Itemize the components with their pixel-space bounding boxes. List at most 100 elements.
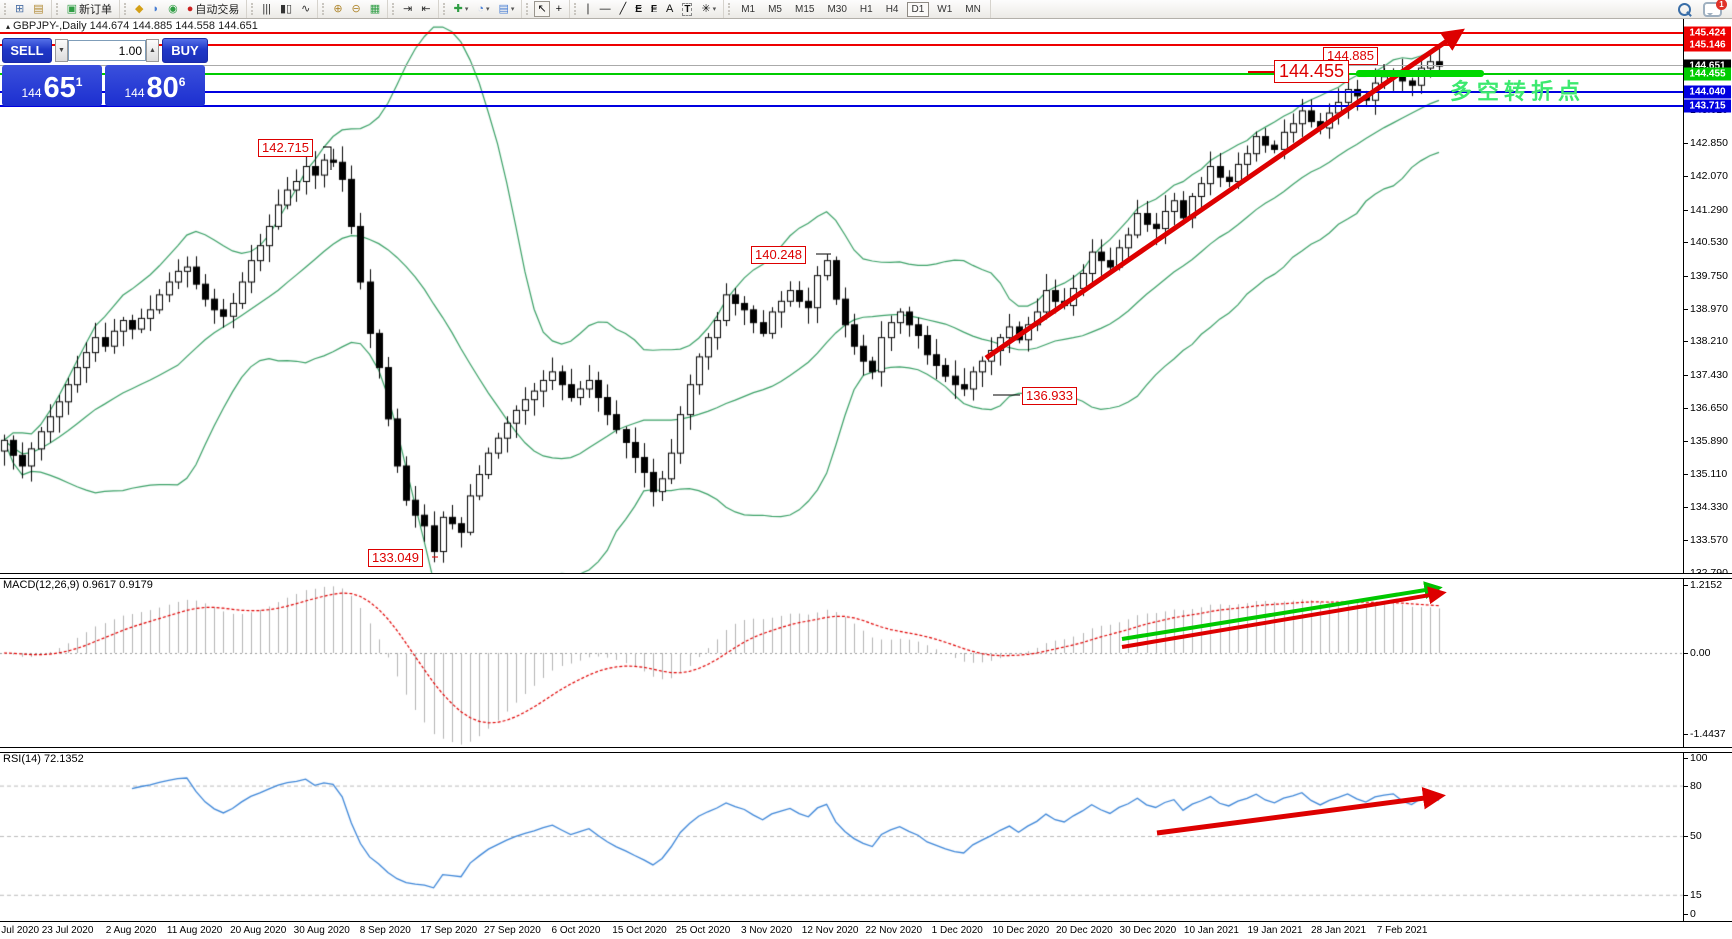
styler-icon[interactable]: ◆ [132,1,146,17]
trendline-icon[interactable]: ╱ [617,1,630,17]
timeframe-m15[interactable]: M15 [790,2,819,17]
buy-price-display[interactable]: 144 80 6 [105,65,205,106]
date-label: 20 Aug 2020 [230,925,287,936]
market-depth-icon[interactable]: ◗ [150,1,163,17]
callout-low-dec[interactable]: 136.933 [1022,387,1077,405]
callout-high-aug[interactable]: 142.715 [258,139,313,157]
current-price-line[interactable] [0,64,1683,66]
chart-profiles-icon[interactable]: ▤ [30,1,46,17]
timeframe-w1[interactable]: W1 [932,2,957,17]
volume-increase-button[interactable]: ▲ [146,39,159,62]
timeframe-m30[interactable]: M30 [822,2,851,17]
buy-button[interactable]: BUY [162,38,208,63]
text-icon[interactable]: A [663,1,676,17]
axis-tick [1684,341,1688,343]
timeframe-m5[interactable]: M5 [763,2,787,17]
timeframe-mn[interactable]: MN [960,2,986,17]
news-icon[interactable]: ◉ [165,1,181,17]
rsi-panel-separator[interactable] [0,747,1732,753]
equidistant-channel-icon[interactable]: E [632,1,645,17]
candles-chart-icon[interactable]: ▮▯ [277,1,295,17]
axis-tick-label: 140.530 [1690,236,1728,249]
line-chart-icon[interactable]: ∿ [298,1,313,17]
sell-button[interactable]: SELL [2,38,52,63]
sell-price-display[interactable]: 144 65 1 [2,65,102,106]
zoom-out-icon[interactable]: ⊖ [349,1,364,17]
date-label: 19 Jan 2021 [1247,925,1303,936]
chart-shift-icon[interactable]: ⇤ [418,1,433,17]
volume-stepper: ▼ ▲ [55,39,159,62]
search-icon[interactable] [1678,2,1691,16]
symbol-marker-icon: ▴ [6,22,11,31]
callout-low-sep[interactable]: 133.049 [368,549,423,567]
axis-tick [1684,653,1688,654]
date-label: 4 Jul 2020 [0,925,40,936]
price-badge-144.040: 144.040 [1684,85,1731,99]
blue-level-line-143.715[interactable] [0,104,1683,107]
axis-tick-label: 138.210 [1690,335,1728,348]
bars-chart-icon[interactable]: ||| [259,1,274,17]
chart-group: ⊞ ▤ [0,0,52,18]
volume-input[interactable] [68,40,146,61]
axis-tick [1684,242,1688,244]
callout-high-nov[interactable]: 140.248 [751,246,806,264]
vertical-line-icon[interactable]: ∣ [582,1,594,17]
date-label: 8 Sep 2020 [359,925,411,936]
new-chart-icon[interactable]: ⊞ [12,1,27,17]
timeframe-d1[interactable]: D1 [906,1,930,17]
fibonacci-icon[interactable]: F [648,1,660,17]
axis-tick [1684,209,1688,211]
price-badge-145.146: 145.146 [1684,38,1731,52]
date-label: 17 Sep 2020 [420,925,478,936]
cursor-icon[interactable]: ↖ [534,1,550,17]
macd-indicator-label: MACD(12,26,9) 0.9617 0.9179 [3,579,153,591]
crosshair-icon[interactable]: + [553,1,565,17]
date-label: 7 Feb 2021 [1376,925,1428,936]
zoom-in-icon[interactable]: ⊕ [330,1,345,17]
tile-windows-icon[interactable]: ▦ [367,1,383,17]
indicators-icon[interactable]: ✚ ▾ [451,1,472,17]
chart-type-group: ||| ▮▯ ∿ [247,0,319,18]
new-order-button[interactable]: ▣ 新订单 [64,1,115,17]
text-label-icon[interactable]: T [679,1,695,17]
green-level-line-144.455[interactable] [0,73,1683,76]
axis-tick [1684,914,1688,915]
axis-tick [1684,408,1688,410]
date-label: 30 Aug 2020 [293,925,350,936]
date-label: 12 Nov 2020 [801,925,859,936]
auto-scroll-icon[interactable]: ⇥ [400,1,415,17]
axis-tick [1684,584,1688,586]
callout-pivot-level[interactable]: 144.455 [1274,60,1350,83]
date-label: 15 Oct 2020 [612,925,667,936]
volume-decrease-button[interactable]: ▼ [55,39,68,62]
axis-tick-label: 133.570 [1690,533,1728,546]
service-group: ◆ ◗ ◉ ● 自动交易 [120,0,248,18]
rsi-indicator-label: RSI(14) 72.1352 [3,753,84,765]
templates-icon[interactable]: ▤ ▾ [496,1,518,17]
date-label: 28 Jan 2021 [1311,925,1367,936]
periods-icon[interactable]: ◔ ▾ [474,1,492,17]
arrows-icon[interactable]: ✳ ▾ [698,1,719,17]
axis-tick-label: 50 [1690,830,1702,842]
axis-tick [1684,733,1688,735]
axis-tick-label: 15 [1690,888,1702,901]
axis-tick-label: 137.430 [1690,368,1728,381]
autotrade-button[interactable]: ● 自动交易 [184,1,243,17]
horizontal-line-icon[interactable]: — [597,1,614,17]
macd-panel-separator[interactable] [0,573,1732,579]
red-level-line-145.146[interactable] [0,43,1683,46]
chart-title: ▴ GBPJPY-,Daily 144.674 144.885 144.558 1… [6,20,258,32]
timeframe-h4[interactable]: H4 [881,2,904,17]
date-label: 6 Oct 2020 [551,925,601,936]
pivot-note-text[interactable]: 多空转折点 [1450,79,1586,104]
objects-group: ∣ — ╱ E F A T ✳ ▾ [570,0,725,18]
timeframe-m1[interactable]: M1 [736,2,760,17]
date-label: 30 Dec 2020 [1119,925,1177,936]
red-level-line-145.424[interactable] [0,31,1683,34]
axis-tick [1684,176,1688,178]
timeframe-h1[interactable]: H1 [855,2,878,17]
axis-tick [1684,507,1688,509]
date-label: 20 Dec 2020 [1055,925,1113,936]
blue-level-line-144.040[interactable] [0,91,1683,94]
chat-icon[interactable]: 1 [1703,0,1727,17]
